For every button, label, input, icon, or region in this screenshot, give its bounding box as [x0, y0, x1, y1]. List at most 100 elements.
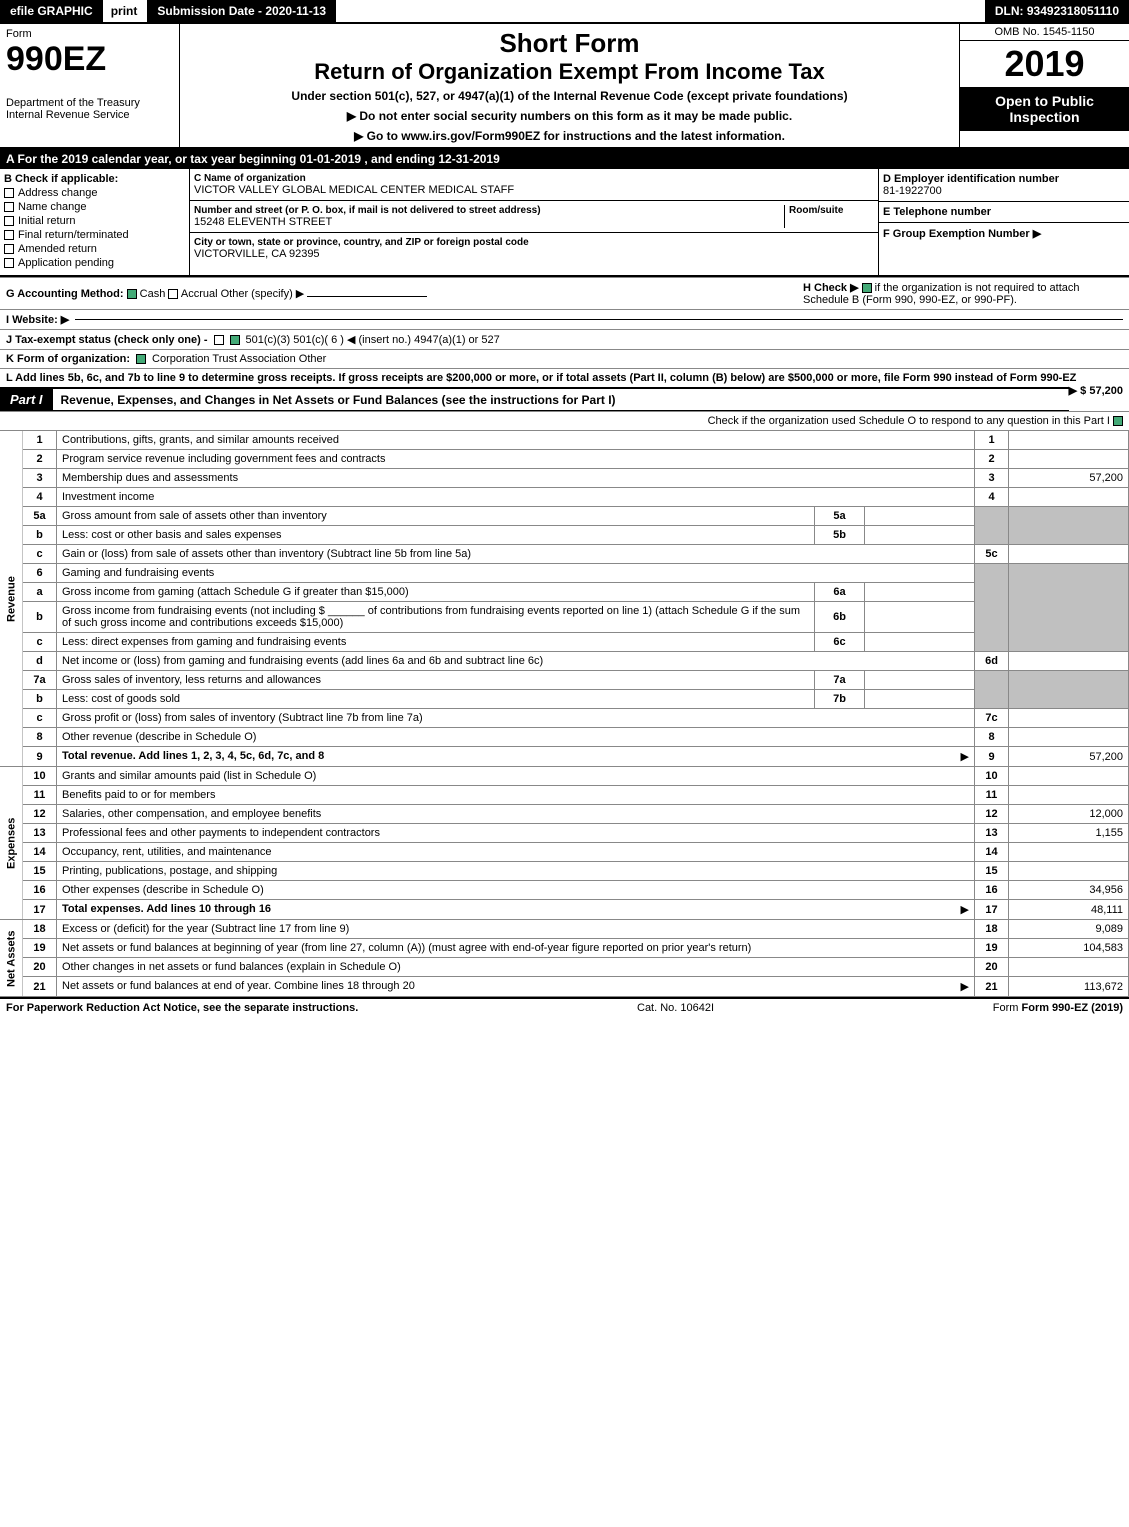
- chk-name-change[interactable]: Name change: [4, 201, 185, 213]
- line-desc: Total revenue. Add lines 1, 2, 3, 4, 5c,…: [57, 747, 975, 767]
- chk-final-return[interactable]: Final return/terminated: [4, 229, 185, 241]
- checkbox-501c3-icon[interactable]: [214, 335, 224, 345]
- right-num: 9: [975, 747, 1009, 767]
- line-num: b: [23, 602, 57, 633]
- footer-right: Form Form 990-EZ (2019): [993, 1002, 1123, 1014]
- right-num: 5c: [975, 545, 1009, 564]
- amount-cell: 104,583: [1009, 939, 1129, 958]
- amount-cell: 113,672: [1009, 977, 1129, 997]
- line-desc: Grants and similar amounts paid (list in…: [57, 767, 975, 786]
- amount-cell: [1009, 728, 1129, 747]
- grey-cell: [975, 671, 1009, 709]
- line-num: 18: [23, 920, 57, 939]
- title-goto: ▶ Go to www.irs.gov/Form990EZ for instru…: [184, 129, 955, 143]
- org-name: VICTOR VALLEY GLOBAL MEDICAL CENTER MEDI…: [194, 184, 874, 196]
- irs-label: Internal Revenue Service: [6, 109, 173, 121]
- info-block: B Check if applicable: Address change Na…: [0, 169, 1129, 277]
- chk-label: Initial return: [18, 215, 75, 227]
- title-warn: ▶ Do not enter social security numbers o…: [184, 109, 955, 123]
- line-num: 14: [23, 843, 57, 862]
- chk-initial-return[interactable]: Initial return: [4, 215, 185, 227]
- line-i: I Website: ▶: [0, 309, 1129, 329]
- amount-cell: [1009, 545, 1129, 564]
- city-label: City or town, state or province, country…: [194, 237, 874, 248]
- sub-val: [865, 602, 975, 633]
- sub-num: 6b: [815, 602, 865, 633]
- sub-val: [865, 633, 975, 652]
- line-j: J Tax-exempt status (check only one) - 5…: [0, 329, 1129, 349]
- checkbox-schedule-o-icon[interactable]: [1113, 416, 1123, 426]
- phone-label: E Telephone number: [883, 206, 1125, 218]
- line-j-label: J Tax-exempt status (check only one) -: [6, 334, 208, 346]
- line-desc: Gross income from fundraising events (no…: [57, 602, 815, 633]
- right-num: 17: [975, 900, 1009, 920]
- checkbox-corp-icon[interactable]: [136, 354, 146, 364]
- page-footer: For Paperwork Reduction Act Notice, see …: [0, 997, 1129, 1017]
- sub-num: 6c: [815, 633, 865, 652]
- form-number: 990EZ: [6, 40, 173, 79]
- line-num: c: [23, 709, 57, 728]
- header-right: OMB No. 1545-1150 2019 Open to Public In…: [959, 24, 1129, 147]
- line-desc: Investment income: [57, 488, 975, 507]
- part-1-title: Revenue, Expenses, and Changes in Net As…: [61, 393, 616, 407]
- expenses-side-label: Expenses: [0, 767, 23, 920]
- line-k-options: Corporation Trust Association Other: [152, 353, 326, 365]
- addr-label: Number and street (or P. O. box, if mail…: [194, 205, 784, 216]
- chk-address-change[interactable]: Address change: [4, 187, 185, 199]
- line-desc: Net assets or fund balances at end of ye…: [57, 977, 975, 997]
- right-num: 3: [975, 469, 1009, 488]
- grey-cell: [975, 507, 1009, 545]
- line-num: a: [23, 583, 57, 602]
- line-desc: Less: cost of goods sold: [57, 690, 815, 709]
- header-mid: Short Form Return of Organization Exempt…: [180, 24, 959, 147]
- omb-label: OMB No. 1545-1150: [960, 24, 1129, 41]
- footer-form-num: Form 990-EZ (2019): [1022, 1002, 1123, 1014]
- right-num: 1: [975, 431, 1009, 450]
- header-left: Form 990EZ Department of the Treasury In…: [0, 24, 180, 147]
- line-desc: Membership dues and assessments: [57, 469, 975, 488]
- sub-val: [865, 526, 975, 545]
- line-desc-text: Total expenses. Add lines 10 through 16: [62, 903, 271, 915]
- line-num: 10: [23, 767, 57, 786]
- column-b: B Check if applicable: Address change Na…: [0, 169, 190, 275]
- amount-cell: 57,200: [1009, 469, 1129, 488]
- checkbox-h-icon[interactable]: [862, 283, 872, 293]
- amount-cell: 1,155: [1009, 824, 1129, 843]
- line-desc: Excess or (deficit) for the year (Subtra…: [57, 920, 975, 939]
- print-label[interactable]: print: [111, 4, 138, 18]
- title-subtitle: Under section 501(c), 527, or 4947(a)(1)…: [184, 89, 955, 103]
- chk-application-pending[interactable]: Application pending: [4, 257, 185, 269]
- checkbox-icon: [4, 216, 14, 226]
- sub-num: 6a: [815, 583, 865, 602]
- goto-text[interactable]: ▶ Go to www.irs.gov/Form990EZ for instru…: [354, 129, 785, 143]
- checkbox-cash-icon[interactable]: [127, 289, 137, 299]
- checkbox-501c-icon[interactable]: [230, 335, 240, 345]
- line-num: 6: [23, 564, 57, 583]
- line-l-amount: ▶ $ 57,200: [1069, 384, 1123, 397]
- other-specify-line[interactable]: [307, 296, 427, 297]
- amount-cell: [1009, 958, 1129, 977]
- right-num: 11: [975, 786, 1009, 805]
- checkbox-accrual-icon[interactable]: [168, 289, 178, 299]
- website-label: I Website: ▶: [6, 313, 69, 326]
- open-inspection-label: Open to Public Inspection: [960, 87, 1129, 131]
- website-input-line[interactable]: [75, 319, 1123, 320]
- sub-num: 7a: [815, 671, 865, 690]
- checkbox-icon: [4, 202, 14, 212]
- arrow-icon: ▶: [961, 903, 969, 916]
- room-label: Room/suite: [789, 205, 874, 216]
- chk-label: Address change: [18, 187, 98, 199]
- arrow-icon: ▶: [961, 750, 969, 763]
- line-desc: Other expenses (describe in Schedule O): [57, 881, 975, 900]
- right-num: 19: [975, 939, 1009, 958]
- line-num: 17: [23, 900, 57, 920]
- line-num: c: [23, 545, 57, 564]
- line-num: 7a: [23, 671, 57, 690]
- chk-amended-return[interactable]: Amended return: [4, 243, 185, 255]
- line-num: 12: [23, 805, 57, 824]
- right-num: 14: [975, 843, 1009, 862]
- chk-label: Application pending: [18, 257, 114, 269]
- line-desc: Gross income from gaming (attach Schedul…: [57, 583, 815, 602]
- grey-cell: [1009, 564, 1129, 652]
- checkbox-icon: [4, 258, 14, 268]
